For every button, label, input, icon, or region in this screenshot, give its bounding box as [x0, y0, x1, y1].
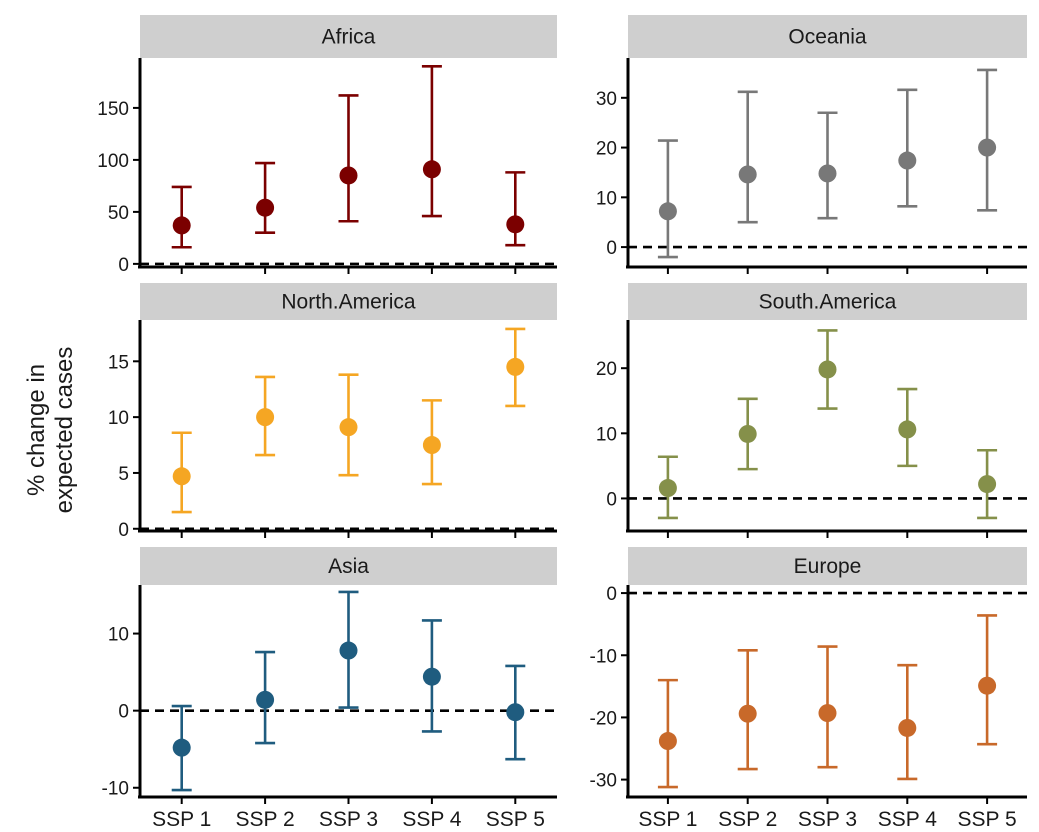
y-axis-label-line-1: % change in: [23, 364, 50, 496]
facet-title: Europe: [794, 555, 862, 578]
data-point: [506, 215, 525, 234]
data-point: [818, 360, 837, 379]
data-point: [422, 160, 441, 179]
x-tick-label: SSP 4: [878, 808, 937, 831]
panel-africa: Africa 0 50 100 150: [97, 15, 557, 276]
error-bar: [255, 161, 276, 234]
facet-title: Asia: [328, 555, 369, 578]
y-tick-label: -30: [590, 771, 617, 792]
y-tick-label: 10: [108, 625, 129, 646]
facet-title: Oceania: [788, 26, 867, 49]
data-point: [738, 424, 757, 443]
data-point: [422, 436, 441, 455]
data-point: [818, 164, 837, 183]
x-tick-label: SSP 5: [486, 808, 545, 831]
data-point: [339, 641, 358, 660]
panel-asia: Asia -10 0 10 SSP 1 SSP 2 SSP 3 SSP 4 SSP 5: [102, 547, 557, 831]
data-point: [658, 202, 677, 221]
x-tick-label: SSP 2: [236, 808, 295, 831]
panel-north-america: North.America 0 5 10 15: [108, 283, 557, 541]
data-point: [658, 479, 677, 498]
y-tick-label: 0: [606, 238, 617, 259]
panel-oceania: Oceania 0 10 20 30: [596, 15, 1027, 274]
data-point: [339, 418, 358, 437]
y-tick-label: 50: [108, 203, 129, 224]
data-point: [172, 216, 191, 235]
y-tick-label: -10: [102, 779, 129, 800]
y-tick-label: 10: [596, 424, 617, 445]
error-bar: [338, 94, 359, 223]
error-bar: [737, 90, 758, 224]
data-point: [898, 420, 917, 439]
x-tick-label: SSP 4: [402, 808, 461, 831]
facet-strip: [628, 547, 1027, 585]
x-tick-label: SSP 3: [798, 808, 857, 831]
y-tick-label: 0: [118, 702, 129, 723]
y-tick-label: 0: [606, 584, 617, 605]
error-bar: [657, 139, 678, 259]
y-tick-label: 30: [596, 89, 617, 110]
facet-title: North.America: [281, 291, 416, 314]
y-tick-label: -10: [590, 646, 617, 667]
x-tick-label: SSP 1: [638, 808, 697, 831]
data-point: [172, 467, 191, 486]
y-tick-label: 20: [596, 139, 617, 160]
facet-strip: [140, 15, 557, 58]
facet-title: South.America: [759, 291, 897, 314]
x-tick-label: SSP 1: [152, 808, 211, 831]
facet-strip: [628, 15, 1027, 58]
error-bar: [505, 171, 526, 247]
panel-south-america: South.America 0 10 20: [596, 283, 1027, 538]
y-tick-label: 10: [108, 408, 129, 429]
y-tick-label: 15: [108, 352, 129, 373]
error-bar: [897, 88, 918, 208]
y-tick-label: 20: [596, 359, 617, 380]
data-point: [256, 690, 275, 709]
x-tick-label: SSP 5: [958, 808, 1017, 831]
data-point: [422, 667, 441, 686]
y-tick-label: 0: [606, 489, 617, 510]
data-point: [658, 732, 677, 751]
y-axis-label-line-2: expected cases: [51, 347, 78, 514]
panel-europe: Europe -30 -20 -10 0 SSP 1 SSP 2 SSP 3 SSP 4 SSP …: [590, 547, 1027, 831]
y-tick-label: 100: [97, 151, 129, 172]
data-point: [506, 357, 525, 376]
data-point: [738, 704, 757, 723]
y-tick-label: 5: [118, 464, 129, 485]
data-point: [978, 676, 997, 695]
y-tick-label: -20: [590, 708, 617, 729]
facet-strip: [140, 283, 557, 320]
y-tick-label: 0: [118, 255, 129, 276]
data-point: [506, 703, 525, 722]
data-point: [738, 165, 757, 184]
data-point: [818, 704, 837, 723]
data-point: [256, 198, 275, 217]
x-tick-label: SSP 3: [319, 808, 378, 831]
data-point: [978, 475, 997, 494]
y-tick-label: 0: [118, 520, 129, 541]
facet-strip: [628, 283, 1027, 320]
data-point: [256, 408, 275, 427]
data-point: [339, 166, 358, 185]
data-point: [978, 138, 997, 157]
y-tick-label: 10: [596, 188, 617, 209]
data-point: [172, 738, 191, 757]
facet-panels: Africa050100150Oceania0102030North.Ameri…: [97, 15, 1027, 831]
y-tick-label: 150: [97, 99, 129, 120]
error-bar: [421, 65, 442, 218]
x-tick-label: SSP 2: [718, 808, 777, 831]
facet-title: Africa: [322, 26, 376, 49]
facet-strip: [140, 547, 557, 585]
data-point: [898, 718, 917, 737]
data-point: [898, 151, 917, 170]
